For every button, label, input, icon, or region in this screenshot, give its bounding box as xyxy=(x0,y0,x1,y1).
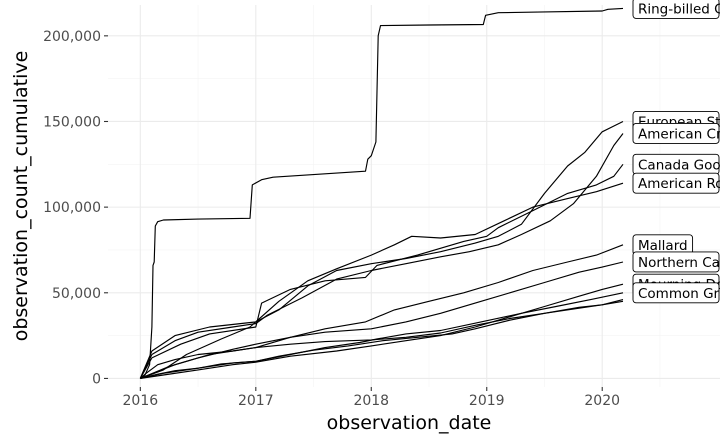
x-axis-title: observation_date xyxy=(327,412,492,434)
series-line xyxy=(140,292,624,379)
series-lines xyxy=(139,7,624,379)
series-line xyxy=(139,133,624,379)
series-label: American Rob xyxy=(632,172,720,194)
series-line xyxy=(139,163,624,379)
axes: 2016 2017 2018 2019 2020 0 50,000 100,000 150,00… xyxy=(43,29,620,409)
series-label: Ring-billed G xyxy=(632,0,720,19)
x-tick-label: 2020 xyxy=(584,393,620,409)
x-tick-label: 2016 xyxy=(123,393,159,409)
series-line xyxy=(139,300,624,379)
series-label-text: Canada Goos xyxy=(638,157,720,173)
series-line xyxy=(139,7,624,379)
series-label-box xyxy=(632,172,720,194)
grid xyxy=(108,5,720,387)
y-axis-title: observation_count_cumulative xyxy=(10,51,32,342)
x-tick-label: 2019 xyxy=(469,393,505,409)
x-tick-label: 2017 xyxy=(238,393,274,409)
series-label-text: Common Gra xyxy=(638,286,720,302)
series-label-text: Ring-billed G xyxy=(638,1,720,17)
y-tick-label: 50,000 xyxy=(52,286,101,302)
series-label-box xyxy=(632,251,720,273)
series-line xyxy=(140,182,624,379)
series-label-text: American Cro xyxy=(638,126,720,142)
series-label-text: Northern Card xyxy=(638,255,720,271)
series-label-text: American Rob xyxy=(638,176,720,192)
y-tick-label: 100,000 xyxy=(43,200,101,216)
series-label: Northern Card xyxy=(632,251,720,273)
series-label-text: Mallard xyxy=(638,238,688,254)
series-label: American Cro xyxy=(632,123,720,144)
series-line xyxy=(140,261,624,379)
series-label-box xyxy=(632,123,720,144)
series-label-box xyxy=(632,282,720,304)
series-label: Canada Goos xyxy=(632,153,720,175)
series-line xyxy=(140,283,624,379)
y-tick-label: 150,000 xyxy=(43,114,101,130)
y-tick-label: 0 xyxy=(92,371,101,387)
y-tick-label: 200,000 xyxy=(43,29,101,45)
series-line xyxy=(140,244,624,379)
series-label: Common Gra xyxy=(632,282,720,304)
x-tick-label: 2018 xyxy=(353,393,389,409)
series-label-box xyxy=(632,0,720,19)
series-label: Mallard xyxy=(632,234,694,256)
